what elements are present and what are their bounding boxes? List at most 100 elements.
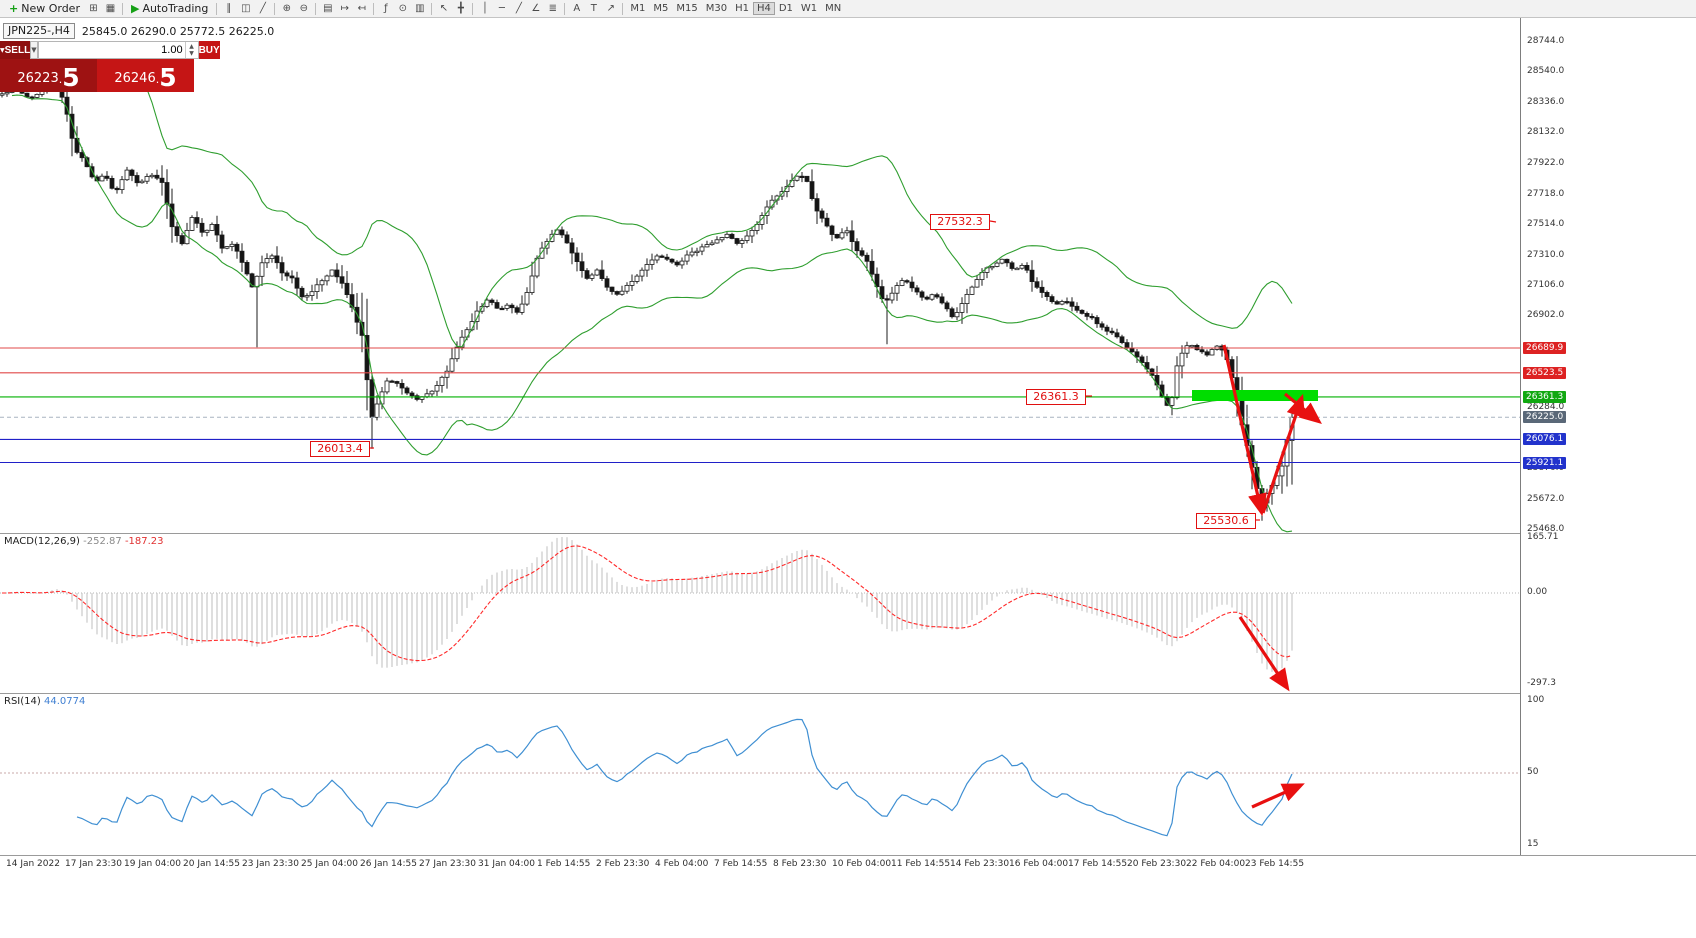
timeframe-m30-button[interactable]: M30 <box>705 3 728 14</box>
cursor-icon[interactable]: ↖ <box>439 3 449 14</box>
time-axis-label: 7 Feb 14:55 <box>714 859 768 869</box>
horizontal-line-icon[interactable]: ─ <box>498 3 505 14</box>
time-axis-label: 22 Feb 04:00 <box>1186 859 1246 869</box>
trade-panel-toggle-icon[interactable]: ▼ <box>0 41 5 59</box>
panel-divider[interactable] <box>0 533 1696 534</box>
sell-button[interactable]: SELL <box>4 41 31 59</box>
price-axis-tick: 25672.0 <box>1527 493 1565 504</box>
toolbar-separator <box>472 2 474 15</box>
new-order-button[interactable]: + New Order <box>4 2 85 15</box>
time-axis[interactable]: 14 Jan 2022 17 Jan 23:30 19 Jan 04:00 20 Ja… <box>0 856 1696 872</box>
timeframe-h4-button[interactable]: H4 <box>752 2 775 15</box>
toolbar: + New Order ⊞ ▦ ▶ AutoTrading ∥ ◫ ╱ ⊕ ⊖ ▤ ↦ ↤ ƒ ⊙ ▥ ↖ ╋ │ ─ ╱… <box>0 0 1696 18</box>
line-chart-icon[interactable]: ╱ <box>259 3 266 14</box>
time-axis-label: 16 Feb 04:00 <box>1009 859 1069 869</box>
rsi-axis-tick: 100 <box>1527 695 1545 705</box>
volume-spinner: ▲ ▼ <box>184 42 198 58</box>
price-axis-tick: 27310.0 <box>1527 249 1565 260</box>
price-axis-tick: 27106.0 <box>1527 280 1565 290</box>
candlestick-chart-icon[interactable]: ◫ <box>241 3 251 14</box>
current-price-badge: 26225.0 <box>1523 411 1567 424</box>
timeframe-w1-button[interactable]: W1 <box>800 3 818 14</box>
time-axis-label: 8 Feb 23:30 <box>773 859 827 869</box>
price-annotation[interactable]: 27532.3 <box>930 214 990 230</box>
time-axis-label: 20 Jan 14:55 <box>183 859 240 869</box>
price-axis[interactable]: 28744.0 28540.0 28336.0 28132.0 27922.0 27718… <box>1520 17 1696 855</box>
price-level-badge: 25921.1 <box>1523 456 1567 469</box>
price-annotation[interactable]: 26013.4 <box>310 441 370 457</box>
toolbar-separator <box>564 2 566 15</box>
sell-price-main: 26223 <box>17 71 59 86</box>
time-axis-label: 1 Feb 14:55 <box>537 859 591 869</box>
timeframe-d1-button[interactable]: D1 <box>778 3 793 14</box>
timeframe-m1-button[interactable]: M1 <box>630 3 646 14</box>
equidistant-channel-icon[interactable]: ∠ <box>531 3 541 14</box>
rsi-axis-tick: 50 <box>1527 767 1539 777</box>
zoom-in-icon[interactable]: ⊕ <box>282 3 292 14</box>
timeframe-h1-button[interactable]: H1 <box>735 3 749 14</box>
templates-icon[interactable]: ▥ <box>415 3 425 14</box>
text-icon[interactable]: A <box>573 3 581 14</box>
charts-grid-icon[interactable]: ⊞ <box>89 3 98 14</box>
time-axis-label: 4 Feb 04:00 <box>655 859 709 869</box>
time-axis-label: 17 Feb 14:55 <box>1068 859 1128 869</box>
price-level-badge: 26361.3 <box>1523 390 1567 403</box>
timeframe-mn-button[interactable]: MN <box>825 3 842 14</box>
price-axis-tick: 25468.0 <box>1527 524 1565 534</box>
macd-axis-tick: -297.3 <box>1527 678 1557 688</box>
macd-indicator-panel[interactable] <box>0 533 1696 693</box>
autotrading-button[interactable]: ▶ AutoTrading <box>126 2 213 15</box>
autotrading-button-label: AutoTrading <box>142 2 209 15</box>
rsi-indicator-panel[interactable] <box>0 693 1696 855</box>
price-annotation[interactable]: 25530.6 <box>1196 513 1256 529</box>
volume-input[interactable] <box>38 42 185 58</box>
fibonacci-icon[interactable]: ≣ <box>548 3 558 14</box>
indicators-icon[interactable]: ƒ <box>384 3 388 14</box>
price-axis-tick: 26902.0 <box>1527 310 1565 321</box>
time-axis-label: 14 Feb 23:30 <box>950 859 1010 869</box>
trendline-icon[interactable]: ╱ <box>515 3 522 14</box>
spinner-down-icon[interactable]: ▼ <box>189 50 194 57</box>
order-type-dropdown-icon[interactable]: ▼ <box>30 41 38 59</box>
sell-price-dot: . <box>58 73 63 86</box>
autotrading-icon: ▶ <box>130 2 140 15</box>
buy-button[interactable]: BUY <box>198 41 220 59</box>
panel-divider[interactable] <box>0 693 1696 694</box>
zoom-out-icon[interactable]: ⊖ <box>299 3 309 14</box>
spinner-up-icon[interactable]: ▲ <box>189 43 194 50</box>
timeframe-m15-button[interactable]: M15 <box>676 3 698 14</box>
timeframe-m5-button[interactable]: M5 <box>653 3 669 14</box>
crosshair-icon[interactable]: ╋ <box>457 3 464 14</box>
rsi-axis-tick: 15 <box>1527 839 1539 849</box>
price-chart[interactable] <box>0 17 1696 533</box>
text-label-icon[interactable]: T <box>590 3 597 14</box>
panel-divider <box>0 855 1696 856</box>
arrows-icon[interactable]: ↗ <box>606 3 616 14</box>
toolbar-separator <box>315 2 317 15</box>
buy-price-pip: 5 <box>159 63 177 92</box>
time-axis-label: 2 Feb 23:30 <box>596 859 650 869</box>
macd-name: MACD(12,26,9) <box>4 536 80 547</box>
time-axis-label: 17 Jan 23:30 <box>65 859 122 869</box>
price-annotation[interactable]: 26361.3 <box>1026 389 1086 405</box>
buy-price-quote[interactable]: 26246. 5 <box>97 59 194 92</box>
bar-chart-icon[interactable]: ∥ <box>226 3 232 14</box>
rsi-value: 44.0774 <box>43 696 86 707</box>
sell-price-quote[interactable]: 26223. 5 <box>0 59 97 92</box>
price-level-badge: 26523.5 <box>1523 366 1567 379</box>
periods-icon[interactable]: ⊙ <box>398 3 408 14</box>
time-axis-label: 25 Jan 04:00 <box>301 859 358 869</box>
macd-label: MACD(12,26,9) -252.87 -187.23 <box>4 536 164 547</box>
one-click-trading-panel: ▼ SELL ▼ ▲▼ BUY 26223.5 26246.5 <box>0 41 220 92</box>
vertical-line-icon[interactable]: │ <box>481 3 488 14</box>
chart-shift-icon[interactable]: ↤ <box>357 3 367 14</box>
macd-signal-value: -187.23 <box>124 536 164 547</box>
toolbar-separator <box>274 2 276 15</box>
auto-scroll-icon[interactable]: ↦ <box>340 3 350 14</box>
new-order-button-label: New Order <box>21 2 80 15</box>
tile-windows-icon[interactable]: ▤ <box>323 3 333 14</box>
toolbar-separator <box>431 2 433 15</box>
macd-axis-tick: 165.71 <box>1527 532 1559 542</box>
time-axis-label: 19 Jan 04:00 <box>124 859 181 869</box>
profiles-icon[interactable]: ▦ <box>105 3 116 14</box>
